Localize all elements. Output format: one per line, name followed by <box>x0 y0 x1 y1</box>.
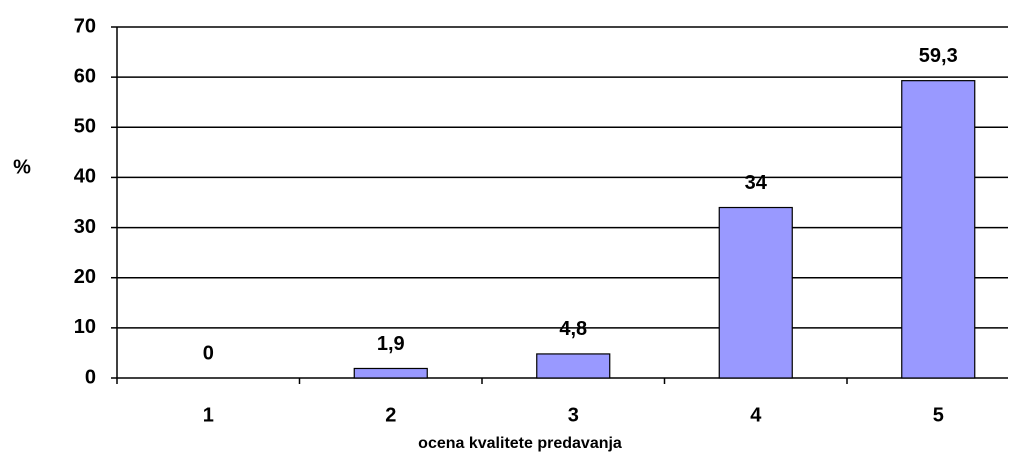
x-tick-label: 1 <box>203 404 214 426</box>
data-label: 4,8 <box>559 318 587 340</box>
x-tick-label: 4 <box>750 404 762 426</box>
y-tick-label: 20 <box>74 266 96 288</box>
bar <box>536 353 611 379</box>
x-axis-label: ocena kvalitete predavanja <box>418 435 622 452</box>
y-tick-label: 60 <box>74 65 96 87</box>
bar <box>353 367 428 379</box>
x-tick-label: 3 <box>568 404 579 426</box>
x-tick-label: 5 <box>933 404 944 426</box>
y-tick-label: 50 <box>74 116 96 138</box>
y-tick-label: 40 <box>74 166 96 188</box>
data-label: 34 <box>745 172 768 194</box>
bar <box>901 80 976 379</box>
data-label: 59,3 <box>919 45 958 67</box>
y-tick-label: 70 <box>74 15 96 37</box>
data-label: 0 <box>203 342 214 364</box>
y-tick-label: 30 <box>74 216 96 238</box>
x-tick-label: 2 <box>385 404 396 426</box>
data-label: 1,9 <box>377 333 405 355</box>
y-tick-label: 10 <box>74 316 96 338</box>
y-axis-label: % <box>13 156 31 178</box>
bar <box>718 206 793 379</box>
y-tick-label: 0 <box>85 366 96 388</box>
